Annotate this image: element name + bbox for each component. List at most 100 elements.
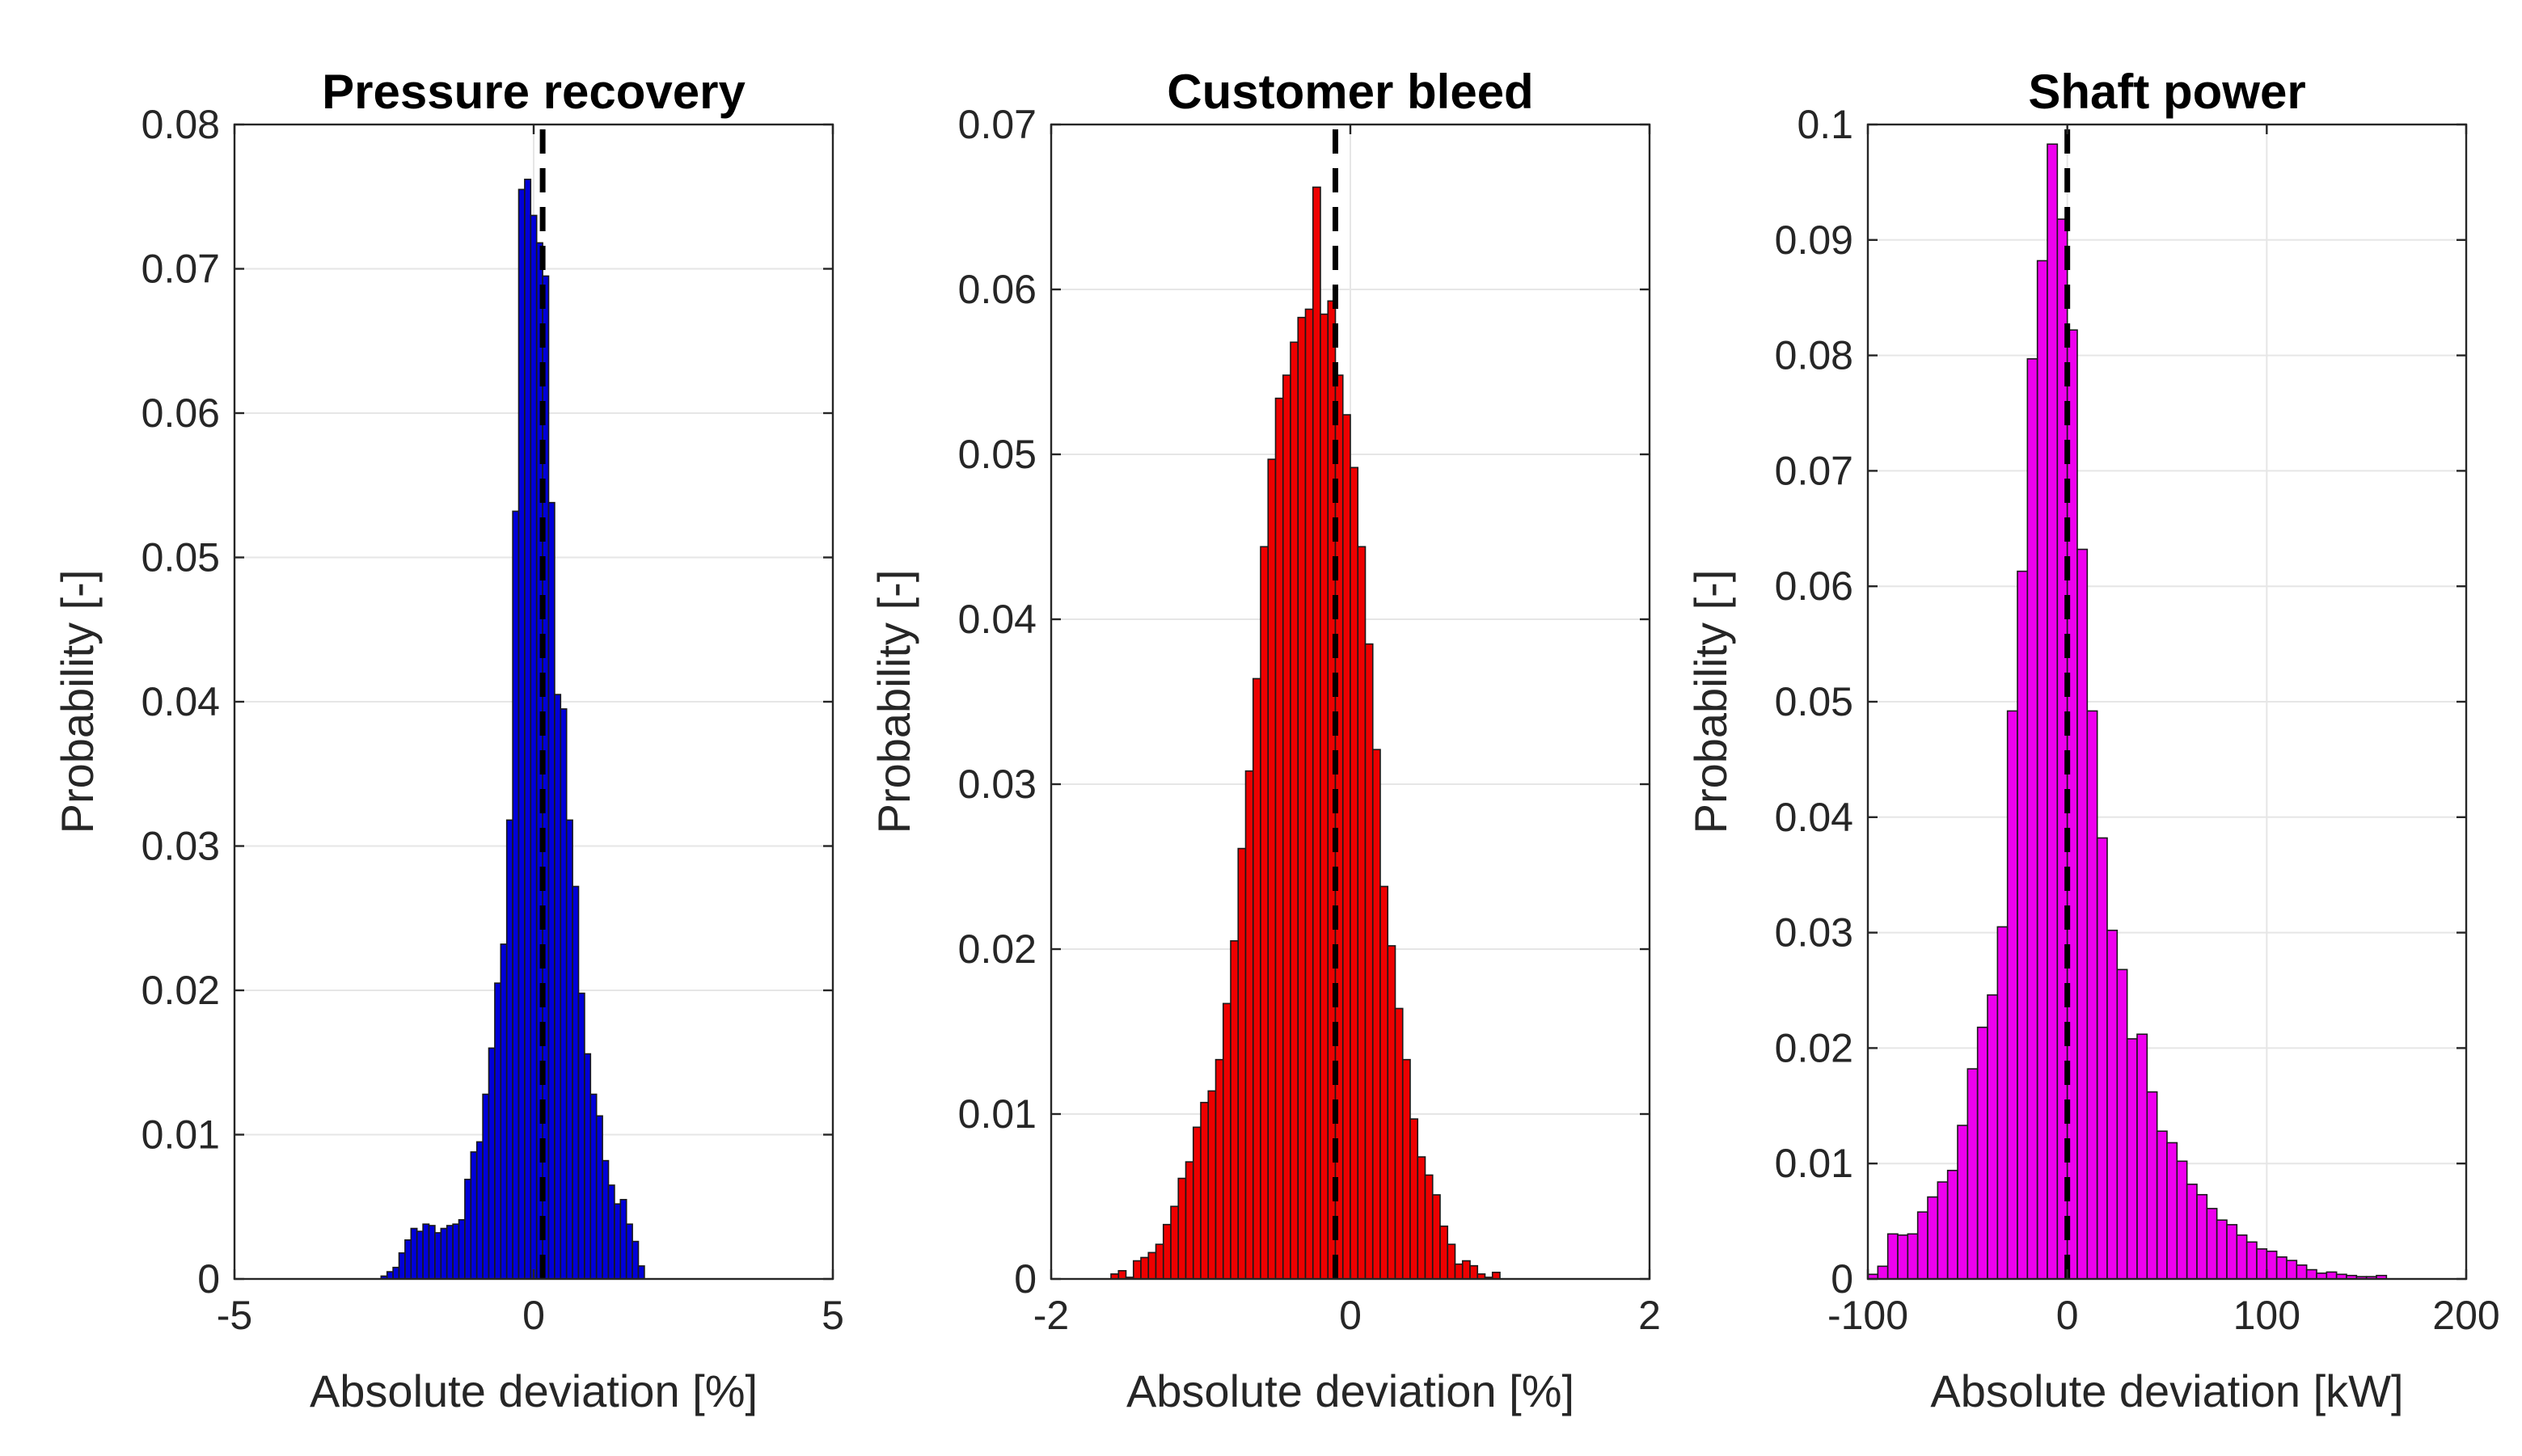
x-tick-label: 100	[2233, 1293, 2300, 1338]
y-tick-label: 0.02	[1775, 1025, 1853, 1070]
histogram-bar	[2245, 1241, 2258, 1280]
histogram-bar	[565, 819, 573, 1280]
chart-title: Shaft power	[2028, 65, 2305, 119]
histogram-bar	[1244, 770, 1254, 1280]
histogram-bar	[386, 1271, 394, 1280]
chart-panel-2: 00.010.020.030.040.050.060.07-2 0 2Custome…	[868, 65, 1661, 1416]
histogram-bar	[1877, 1265, 1889, 1280]
histogram-bar	[1132, 1260, 1142, 1280]
histogram-bar	[1394, 1007, 1404, 1280]
histogram-bar	[1304, 308, 1314, 1280]
y-tick-label: 0.04	[1775, 795, 1853, 840]
histogram-bar	[554, 694, 562, 1280]
x-tick-label: -2	[1033, 1293, 1069, 1338]
x-tick-label: 0	[2056, 1293, 2079, 1338]
y-tick-label: 0.04	[958, 597, 1037, 642]
histogram-bar	[2166, 1142, 2178, 1280]
bars	[1867, 143, 2388, 1280]
histogram-bar	[1170, 1205, 1180, 1280]
y-tick-label: 0.09	[1775, 217, 1853, 263]
histogram-bar	[1357, 546, 1367, 1280]
histogram-bar	[1162, 1223, 1172, 1280]
histogram-bar	[1907, 1233, 1919, 1280]
histogram-bar	[2106, 929, 2119, 1280]
histogram-bar	[488, 1047, 496, 1280]
y-tick-label: 0.04	[142, 679, 220, 724]
x-tick-label: -100	[1827, 1293, 1908, 1338]
histogram-bar	[410, 1227, 418, 1280]
histogram-bar	[1341, 414, 1351, 1280]
histogram-bar	[530, 214, 538, 1280]
histogram-bar	[1267, 458, 1277, 1280]
histogram-bar	[2286, 1260, 2298, 1280]
histogram-bar	[416, 1230, 424, 1280]
y-tick-label: 0.01	[142, 1112, 220, 1158]
y-tick-label: 0.05	[1775, 679, 1853, 724]
histogram-bar	[1237, 847, 1247, 1280]
histogram-bar	[1886, 1233, 1899, 1280]
histogram-bar	[404, 1239, 412, 1280]
bars	[380, 179, 645, 1280]
histogram-bar	[1140, 1256, 1150, 1280]
histogram-bar	[1966, 1068, 1979, 1280]
chart-panel-1: 00.010.020.030.040.050.060.070.08-5 0 5Pre…	[52, 65, 844, 1416]
histogram-bar	[2186, 1184, 2198, 1280]
grid-lines	[1868, 124, 2466, 1279]
histogram-bar	[589, 1093, 598, 1280]
x-tick-label: 2	[1638, 1293, 1661, 1338]
y-tick-label: 0	[1831, 1256, 1853, 1302]
histogram-bar	[1350, 466, 1359, 1280]
histogram-bar	[1491, 1272, 1501, 1280]
histogram-bar	[614, 1203, 622, 1280]
histogram-bar	[2275, 1256, 2288, 1280]
histogram-bar	[446, 1225, 454, 1280]
histogram-bar	[2047, 143, 2059, 1280]
histogram-bar	[1937, 1181, 1949, 1280]
histogram-bar	[1946, 1169, 1958, 1280]
histogram-bar	[1260, 546, 1269, 1280]
histogram-bar	[2256, 1248, 2268, 1280]
chart-title: Pressure recovery	[322, 65, 746, 119]
x-tick-label: 0	[1339, 1293, 1362, 1338]
histogram-bar	[428, 1225, 436, 1280]
histogram-bar	[2076, 548, 2089, 1280]
histogram-bar	[1469, 1264, 1479, 1280]
y-tick-label: 0.01	[1775, 1141, 1853, 1186]
histogram-bar	[1207, 1090, 1217, 1280]
histogram-bar	[2236, 1234, 2248, 1280]
histogram-bar	[560, 708, 568, 1280]
histogram-bar	[2017, 570, 2029, 1280]
histogram-bar	[1447, 1243, 1456, 1280]
y-tick-label: 0.02	[958, 926, 1037, 972]
x-axis-label: Absolute deviation [kW]	[1930, 1365, 2403, 1416]
y-tick-label: 0.1	[1797, 102, 1853, 147]
histogram-bar	[1424, 1174, 1434, 1280]
histogram-bar	[1274, 397, 1284, 1280]
histogram-bar	[482, 1093, 490, 1280]
chart-title: Customer bleed	[1167, 65, 1533, 119]
y-tick-label: 0.06	[958, 267, 1037, 312]
histogram-bar	[475, 1141, 484, 1280]
histogram-bar	[1297, 316, 1307, 1280]
histogram-bar	[470, 1151, 478, 1280]
histogram-bar	[452, 1223, 460, 1280]
y-tick-label: 0.01	[958, 1091, 1037, 1137]
histogram-bar	[524, 179, 532, 1280]
histogram-bar	[434, 1232, 442, 1280]
histogram-bar	[1431, 1194, 1441, 1280]
histogram-bar	[1320, 313, 1329, 1280]
histogram-bar	[1177, 1177, 1187, 1280]
histogram-bar	[464, 1179, 472, 1280]
histogram-bar	[2156, 1130, 2168, 1280]
histogram-bar	[1439, 1225, 1449, 1280]
histogram-bar	[494, 982, 502, 1280]
y-tick-label: 0.07	[1775, 448, 1853, 493]
y-tick-label: 0.03	[958, 762, 1037, 807]
bars	[1110, 186, 1501, 1280]
histogram-bar	[2096, 837, 2108, 1280]
histogram-bar	[1916, 1211, 1928, 1280]
histogram-bar	[577, 992, 585, 1280]
histogram-bar	[1387, 945, 1396, 1280]
histogram-bar	[1147, 1251, 1157, 1280]
